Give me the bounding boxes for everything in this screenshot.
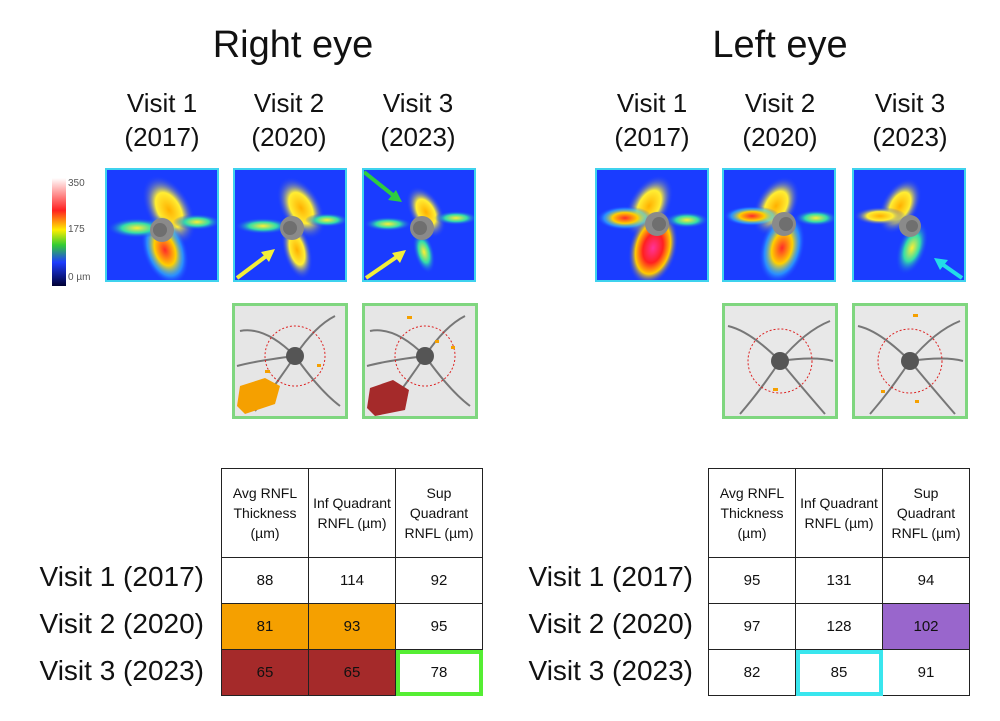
visit-label: Visit 1: [616, 88, 688, 118]
visit-year: (2017): [614, 122, 690, 152]
visit-year: (2020): [742, 122, 818, 152]
table-row: 82 85 91: [708, 649, 970, 696]
left-fundus-visit-2: [722, 303, 838, 419]
cell-inf-highlighted: 85: [795, 649, 883, 696]
right-eye-rnfl-table: Avg RNFL Thickness (µm) Inf Quadrant RNF…: [221, 468, 483, 696]
cell-sup: 91: [882, 649, 970, 696]
right-visit-2-header: Visit 2 (2020): [229, 86, 349, 154]
scale-label-mid: 175: [68, 224, 85, 235]
col-header-sup: Sup Quadrant RNFL (µm): [882, 468, 970, 558]
table-row: 65 65 78: [221, 649, 483, 696]
right-map-visit-2: [233, 168, 347, 282]
visit-year: (2017): [124, 122, 200, 152]
table-row: 81 93 95: [221, 603, 483, 650]
left-visit-2-header: Visit 2 (2020): [720, 86, 840, 154]
right-visit-1-header: Visit 1 (2017): [102, 86, 222, 154]
cell-sup: 102: [882, 603, 970, 650]
right-row-label-visit-3: Visit 3 (2023): [39, 655, 204, 686]
color-scale-bar: [52, 178, 66, 286]
scale-label-min: 0 µm: [68, 272, 91, 283]
visit-label: Visit 3: [382, 88, 454, 118]
col-header-inf: Inf Quadrant RNFL (µm): [308, 468, 396, 558]
col-header-sup: Sup Quadrant RNFL (µm): [395, 468, 483, 558]
cell-sup-highlighted: 78: [395, 649, 483, 696]
visit-year: (2023): [380, 122, 456, 152]
left-fundus-visit-3: [852, 303, 968, 419]
cell-sup: 95: [395, 603, 483, 650]
table-header-row: Avg RNFL Thickness (µm) Inf Quadrant RNF…: [221, 468, 483, 558]
cell-avg: 81: [221, 603, 309, 650]
col-header-inf: Inf Quadrant RNFL (µm): [795, 468, 883, 558]
cell-inf: 65: [308, 649, 396, 696]
left-eye-title: Left eye: [712, 24, 848, 66]
right-fundus-visit-3: [362, 303, 478, 419]
visit-label: Visit 3: [874, 88, 946, 118]
right-row-label-visit-2: Visit 2 (2020): [39, 608, 204, 639]
cell-avg: 82: [708, 649, 796, 696]
right-row-label-visit-1: Visit 1 (2017): [39, 561, 204, 592]
cell-avg: 95: [708, 557, 796, 604]
right-visit-3-header: Visit 3 (2023): [358, 86, 478, 154]
cell-avg: 65: [221, 649, 309, 696]
cell-inf: 131: [795, 557, 883, 604]
cell-avg: 97: [708, 603, 796, 650]
left-map-visit-1: [595, 168, 709, 282]
visit-year: (2023): [872, 122, 948, 152]
visit-year: (2020): [251, 122, 327, 152]
left-visit-3-header: Visit 3 (2023): [850, 86, 970, 154]
visit-label: Visit 1: [126, 88, 198, 118]
left-row-label-visit-1: Visit 1 (2017): [528, 561, 693, 592]
right-eye-title: Right eye: [212, 24, 374, 66]
yellow-arrow-icon: [235, 249, 275, 280]
left-row-label-visit-2: Visit 2 (2020): [528, 608, 693, 639]
visit-label: Visit 2: [744, 88, 816, 118]
scale-label-max: 350: [68, 178, 85, 189]
right-map-visit-1: [105, 168, 219, 282]
green-arrow-icon: [364, 170, 402, 202]
cell-sup: 94: [882, 557, 970, 604]
cell-inf: 114: [308, 557, 396, 604]
left-map-visit-2: [722, 168, 836, 282]
cell-inf: 93: [308, 603, 396, 650]
col-header-avg: Avg RNFL Thickness (µm): [221, 468, 309, 558]
left-eye-rnfl-table: Avg RNFL Thickness (µm) Inf Quadrant RNF…: [708, 468, 970, 696]
table-row: 88 114 92: [221, 557, 483, 604]
visit-label: Visit 2: [253, 88, 325, 118]
cell-sup: 92: [395, 557, 483, 604]
cell-avg: 88: [221, 557, 309, 604]
cell-inf: 128: [795, 603, 883, 650]
left-map-visit-3: [852, 168, 966, 282]
cyan-arrow-icon: [934, 258, 964, 280]
left-row-label-visit-3: Visit 3 (2023): [528, 655, 693, 686]
table-row: 95 131 94: [708, 557, 970, 604]
table-row: 97 128 102: [708, 603, 970, 650]
left-visit-1-header: Visit 1 (2017): [592, 86, 712, 154]
right-fundus-visit-2: [232, 303, 348, 419]
table-header-row: Avg RNFL Thickness (µm) Inf Quadrant RNF…: [708, 468, 970, 558]
right-map-visit-3: [362, 168, 476, 282]
col-header-avg: Avg RNFL Thickness (µm): [708, 468, 796, 558]
yellow-arrow-icon: [364, 250, 406, 280]
thickness-color-scale: [52, 178, 66, 286]
